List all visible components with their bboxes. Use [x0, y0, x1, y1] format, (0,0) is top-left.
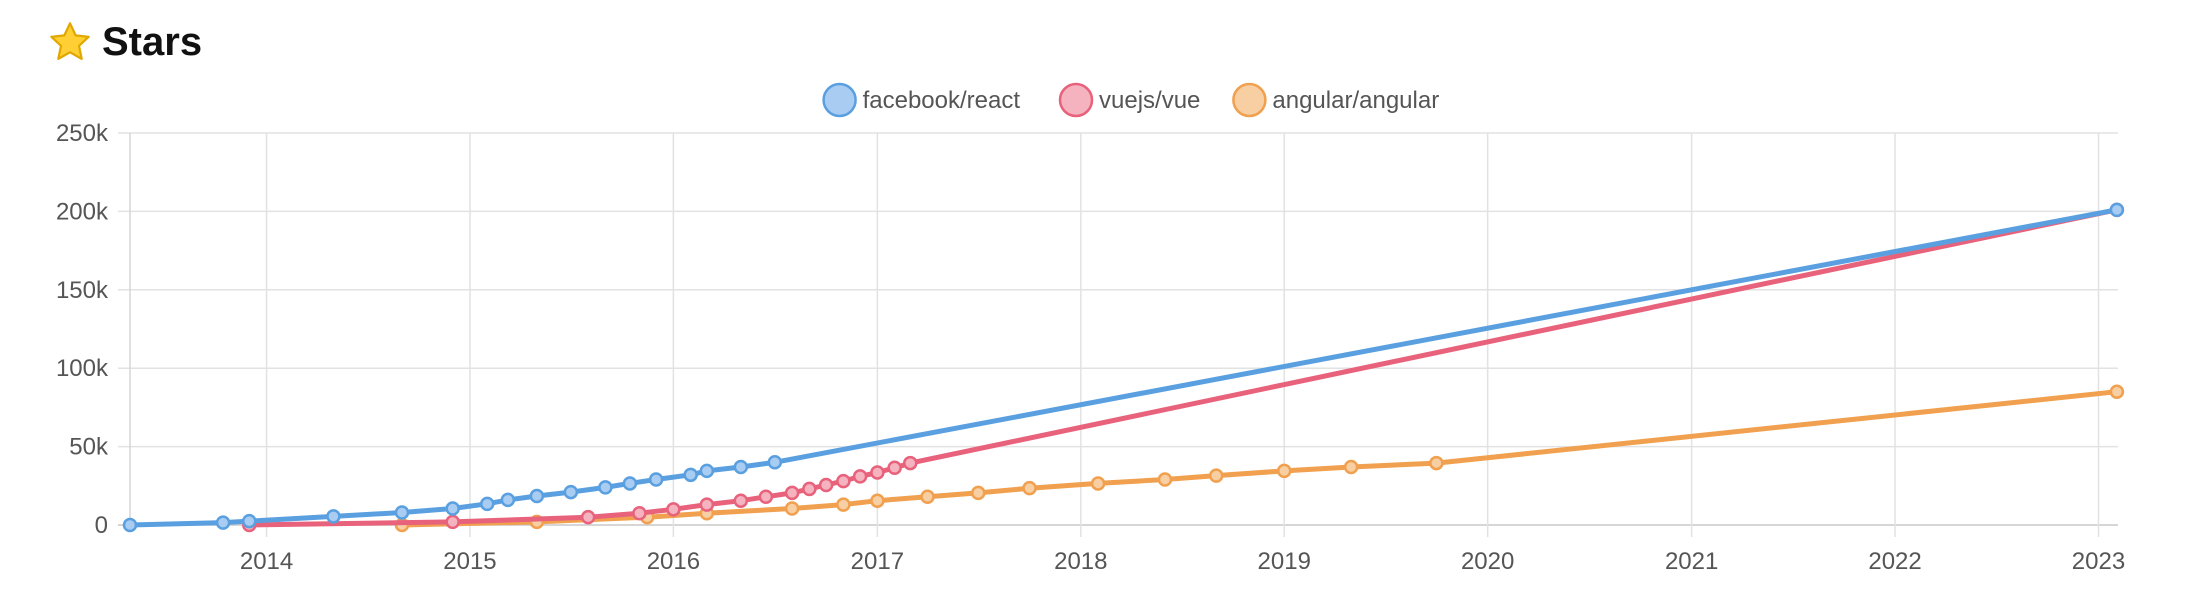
data-point[interactable] [852, 469, 868, 484]
data-point[interactable] [784, 501, 800, 516]
data-point[interactable] [394, 505, 410, 520]
chart-grid [118, 132, 2118, 537]
data-point[interactable] [563, 484, 579, 500]
series-angular-angular [394, 384, 2125, 533]
legend-label: facebook/react [863, 87, 1021, 114]
data-point[interactable] [1090, 476, 1106, 491]
legend-swatch [1232, 82, 1267, 118]
data-point[interactable] [326, 509, 341, 524]
data-point[interactable] [1276, 463, 1292, 479]
data-point[interactable] [622, 476, 638, 491]
y-tick-label: 50k [69, 434, 109, 461]
chart-header: Stars [48, 14, 202, 70]
data-point[interactable] [802, 481, 817, 497]
legend-label: vuejs/vue [1099, 87, 1200, 114]
x-tick-label: 2016 [647, 548, 700, 575]
data-point[interactable] [1429, 455, 1444, 471]
legend-swatch [822, 82, 857, 118]
data-point[interactable] [648, 472, 664, 487]
series-line [399, 389, 2120, 528]
x-tick-label: 2017 [851, 548, 904, 575]
legend-swatch [1058, 82, 1094, 118]
chart-axes: 0 50k 100k 150k 200k 250k 2014 2015 2016 2017 2018… [56, 120, 2125, 575]
data-point[interactable] [632, 505, 647, 521]
chart-legend: facebook/react vuejs/vue angular/angular [822, 82, 1439, 118]
y-tick-label: 200k [56, 198, 109, 225]
data-point[interactable] [1157, 472, 1173, 487]
x-tick-label: 2014 [240, 548, 293, 575]
x-tick-label: 2021 [1665, 548, 1718, 575]
data-point[interactable] [1208, 468, 1224, 483]
data-point[interactable] [870, 493, 885, 508]
data-point[interactable] [683, 467, 698, 483]
data-point[interactable] [699, 497, 715, 512]
x-tick-label: 2022 [1868, 548, 1921, 575]
data-point[interactable] [836, 473, 851, 489]
data-point[interactable] [500, 492, 516, 508]
legend-item-angular-angular[interactable]: angular/angular [1232, 82, 1439, 118]
data-point[interactable] [445, 514, 460, 530]
y-tick-label: 250k [56, 120, 109, 147]
data-point[interactable] [784, 485, 800, 501]
data-point[interactable] [445, 501, 460, 516]
data-point[interactable] [598, 480, 613, 495]
y-tick-label: 0 [95, 512, 108, 539]
data-point[interactable] [870, 465, 885, 480]
data-point[interactable] [920, 489, 935, 505]
x-tick-label: 2019 [1258, 548, 1311, 575]
y-tick-label: 100k [56, 355, 109, 382]
data-point[interactable] [1022, 480, 1037, 496]
x-tick-label: 2018 [1054, 548, 1107, 575]
data-point[interactable] [215, 515, 231, 530]
data-point[interactable] [733, 459, 749, 475]
page-title: Stars [102, 19, 203, 64]
data-point[interactable] [903, 455, 918, 471]
data-point[interactable] [479, 496, 495, 512]
series-vuejs-vue [242, 202, 2125, 533]
data-point[interactable] [733, 493, 749, 508]
data-point[interactable] [666, 502, 681, 517]
data-point[interactable] [971, 485, 986, 501]
data-point[interactable] [758, 489, 774, 505]
data-point[interactable] [529, 488, 545, 504]
y-tick-label: 150k [56, 277, 109, 304]
data-point[interactable] [580, 509, 596, 525]
data-point[interactable] [242, 513, 257, 529]
x-tick-label: 2015 [443, 548, 496, 575]
legend-item-facebook-react[interactable]: facebook/react [822, 82, 1021, 118]
data-point[interactable] [767, 455, 783, 470]
series-layer [122, 202, 2125, 533]
data-point[interactable] [2109, 384, 2125, 399]
data-point[interactable] [699, 463, 715, 479]
x-tick-label: 2020 [1461, 548, 1514, 575]
x-tick-label: 2023 [2072, 548, 2125, 575]
data-point[interactable] [122, 517, 138, 533]
legend-item-vuejs-vue[interactable]: vuejs/vue [1058, 82, 1200, 118]
data-point[interactable] [836, 497, 851, 512]
legend-label: angular/angular [1272, 87, 1439, 114]
data-point[interactable] [818, 477, 834, 493]
series-line [127, 207, 2120, 528]
star-icon [50, 22, 90, 60]
data-point[interactable] [887, 460, 902, 476]
data-point[interactable] [1343, 459, 1359, 475]
data-point[interactable] [2109, 202, 2125, 218]
series-facebook-react [122, 202, 2125, 533]
